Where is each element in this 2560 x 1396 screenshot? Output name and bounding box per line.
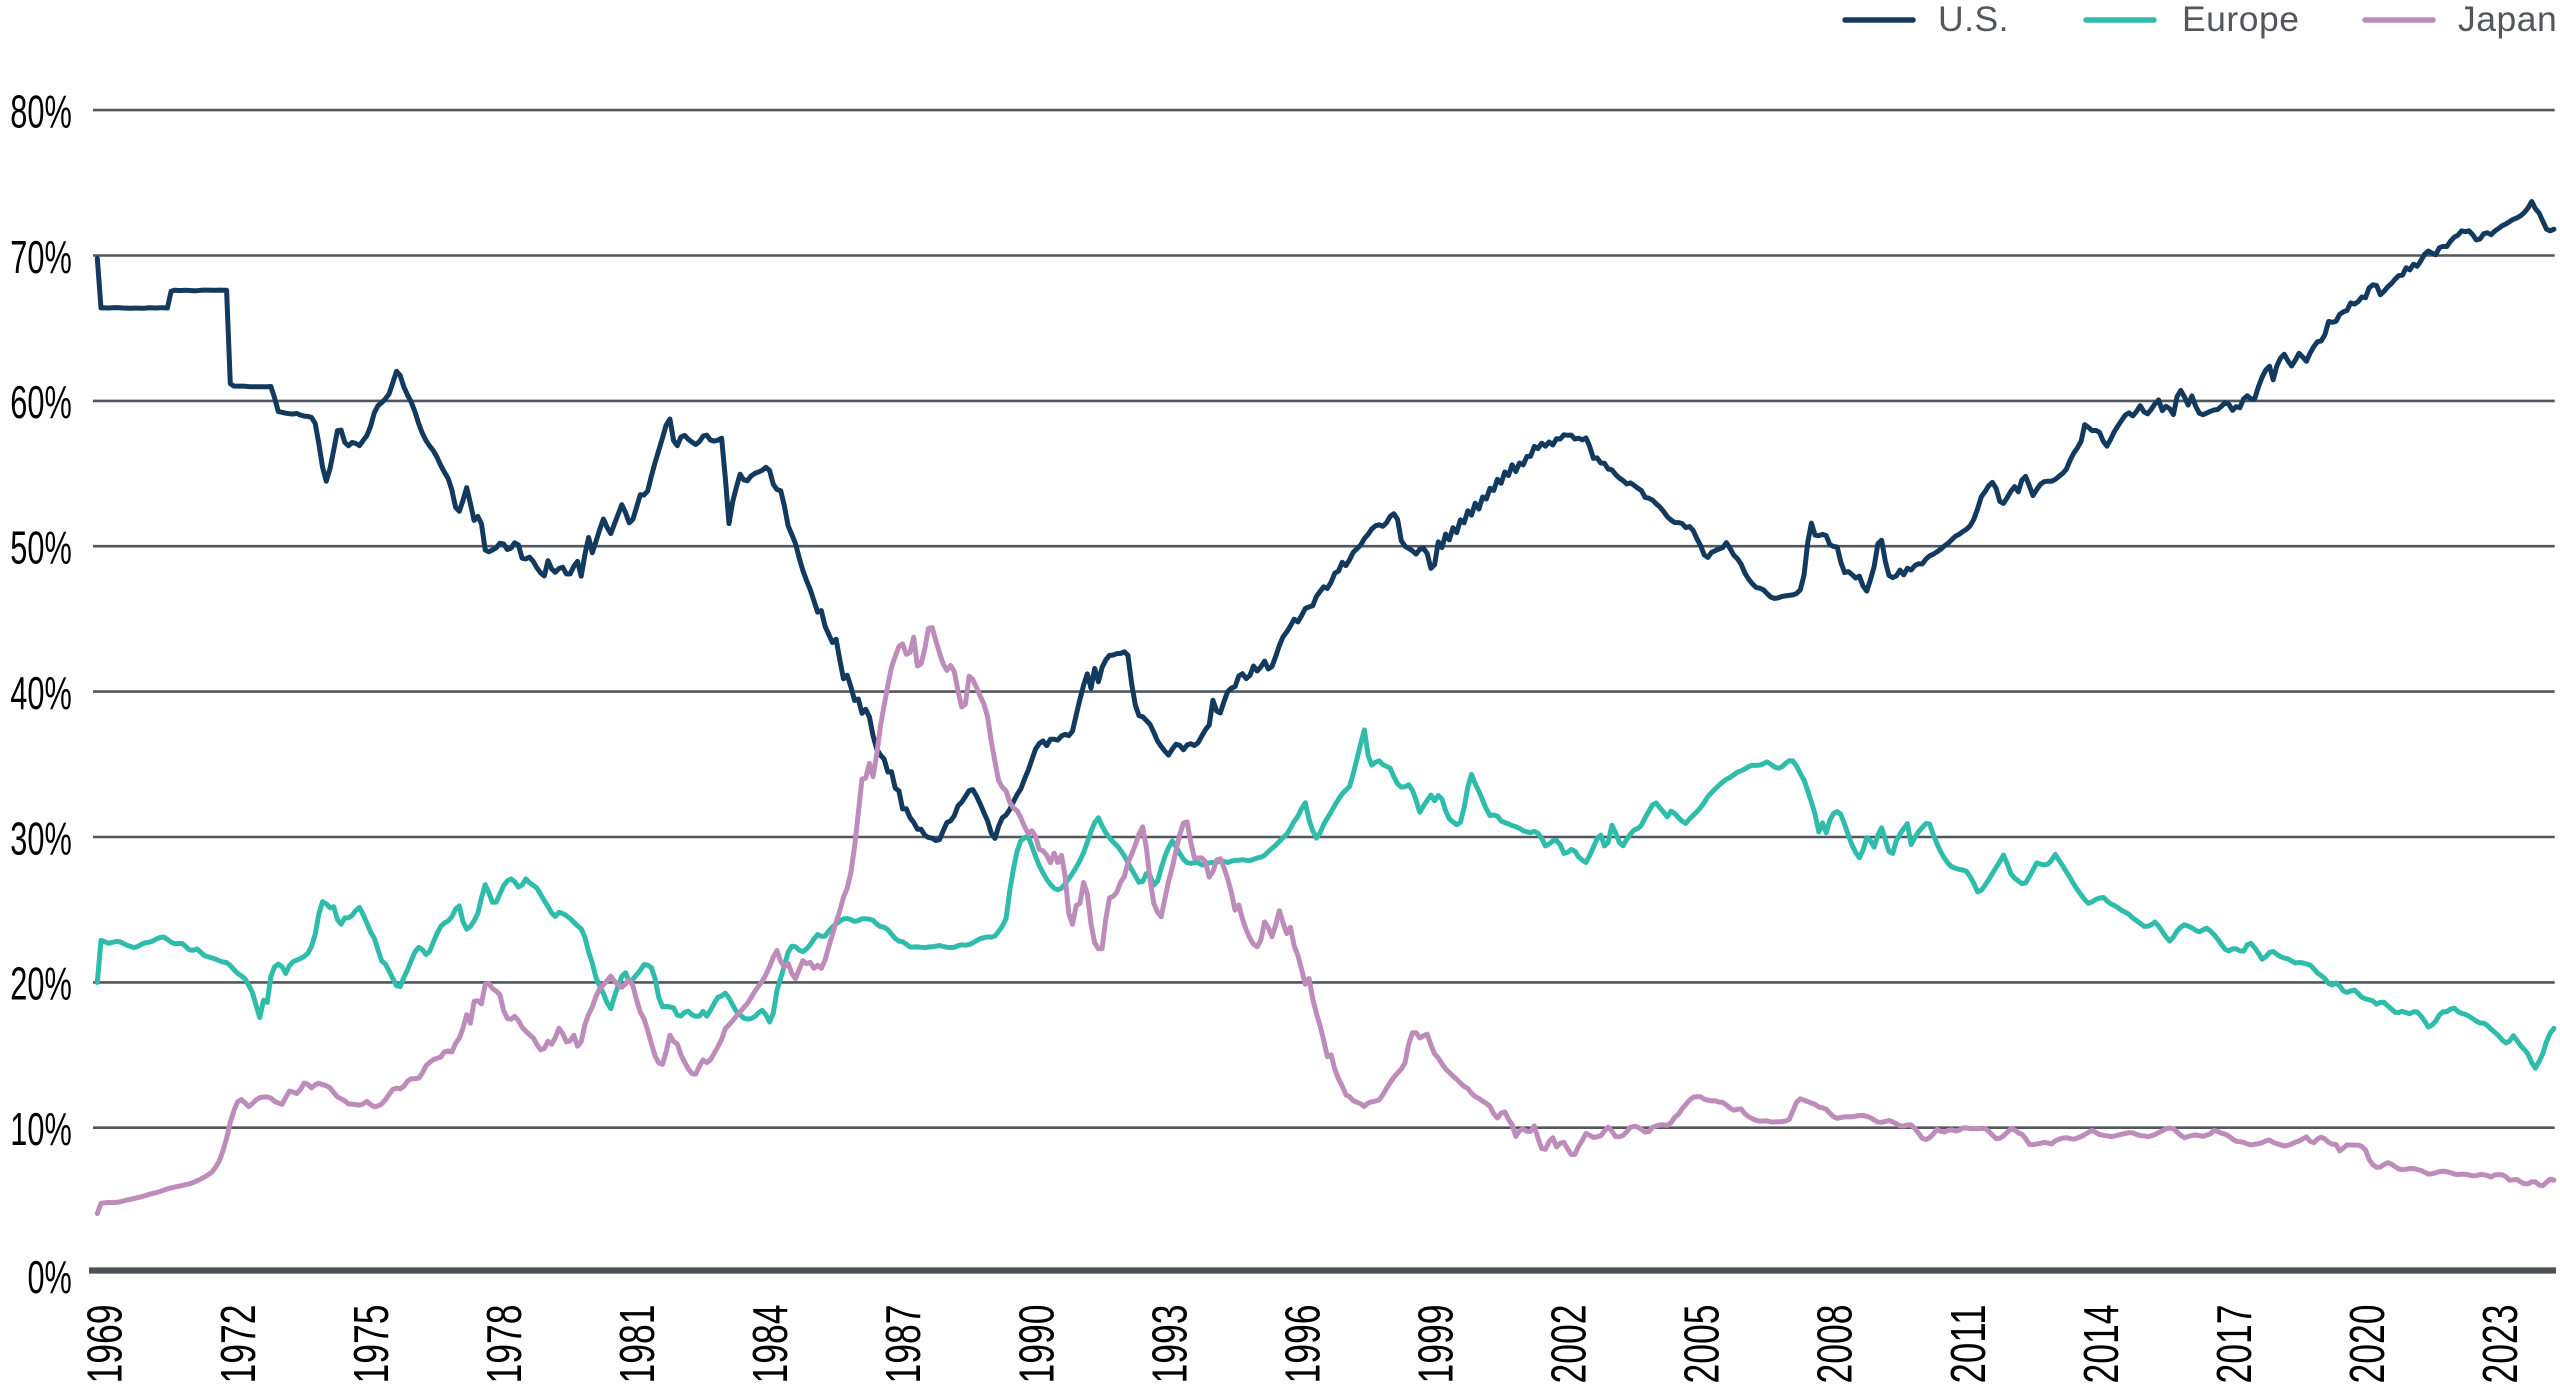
svg-text:2008: 2008 [1809,1305,1863,1384]
svg-text:Europe: Europe [2182,0,2299,39]
svg-text:1981: 1981 [611,1305,665,1384]
svg-text:1999: 1999 [1410,1305,1464,1384]
svg-text:1996: 1996 [1276,1305,1330,1384]
svg-text:80%: 80% [10,85,72,137]
svg-text:2023: 2023 [2474,1305,2528,1384]
svg-text:20%: 20% [10,958,72,1010]
svg-text:30%: 30% [10,812,72,864]
svg-text:60%: 60% [10,376,72,428]
svg-text:2005: 2005 [1676,1305,1730,1384]
svg-text:1990: 1990 [1010,1305,1064,1384]
svg-text:U.S.: U.S. [1938,0,2009,39]
svg-text:2002: 2002 [1543,1305,1597,1384]
svg-text:1984: 1984 [744,1305,798,1384]
svg-text:10%: 10% [10,1103,72,1155]
svg-text:2020: 2020 [2341,1305,2395,1384]
svg-text:2017: 2017 [2208,1305,2262,1384]
svg-text:1978: 1978 [478,1305,532,1384]
svg-text:2014: 2014 [2075,1305,2129,1384]
svg-text:50%: 50% [10,522,72,574]
svg-text:70%: 70% [10,231,72,283]
svg-text:40%: 40% [10,667,72,719]
svg-text:2011: 2011 [1942,1305,1996,1384]
svg-text:0%: 0% [28,1251,72,1303]
svg-text:1969: 1969 [79,1305,133,1384]
svg-text:1987: 1987 [877,1305,931,1384]
svg-text:1975: 1975 [345,1305,399,1384]
svg-text:Japan: Japan [2458,0,2557,39]
svg-text:1993: 1993 [1143,1305,1197,1384]
svg-text:1972: 1972 [212,1305,266,1384]
